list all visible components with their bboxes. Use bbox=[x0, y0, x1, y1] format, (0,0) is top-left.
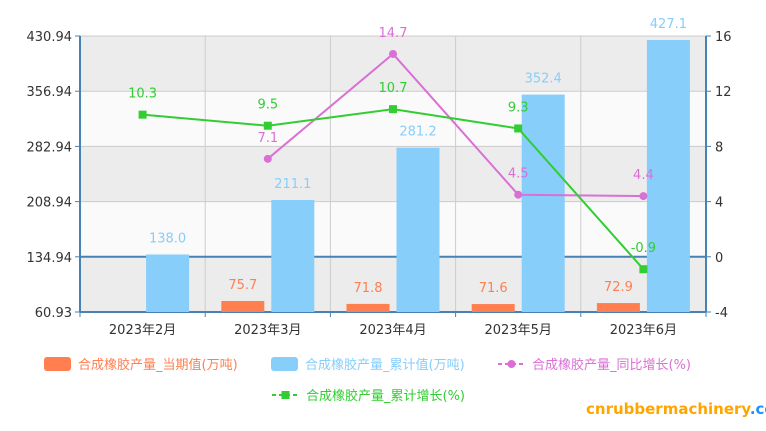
legend-item[interactable]: 合成橡胶产量_累计增长(%) bbox=[272, 388, 465, 404]
line-point bbox=[389, 105, 397, 114]
legend-label: 合成橡胶产量_同比增长(%) bbox=[532, 357, 691, 373]
line-data-label: 14.7 bbox=[379, 26, 408, 41]
left-tick-label: 134.94 bbox=[27, 251, 73, 266]
bar bbox=[396, 147, 440, 312]
right-tick-label: 16 bbox=[715, 30, 732, 45]
line-point bbox=[639, 265, 648, 274]
line-data-label: 10.3 bbox=[128, 87, 157, 102]
left-tick-label: 356.94 bbox=[27, 85, 73, 100]
left-tick-label: 282.94 bbox=[27, 140, 73, 155]
x-axis-ticks: 2023年2月 2023年3月 2023年4月 2023年5月 2023年6月 bbox=[109, 323, 677, 338]
right-tick-label: -4 bbox=[715, 306, 728, 321]
bar-series bbox=[146, 40, 690, 312]
line-point bbox=[639, 192, 648, 201]
legend-swatch bbox=[44, 357, 71, 371]
legend[interactable]: 合成橡胶产量_当期值(万吨) 合成橡胶产量_累计值(万吨) 合成橡胶产量_同比增长(… bbox=[44, 357, 691, 404]
bar bbox=[271, 199, 315, 312]
plot-band bbox=[80, 91, 706, 147]
legend-label: 合成橡胶产量_累计增长(%) bbox=[306, 388, 465, 404]
bar bbox=[646, 40, 690, 312]
legend-label: 合成橡胶产量_当期值(万吨) bbox=[78, 357, 238, 373]
right-tick-label: 12 bbox=[715, 85, 732, 100]
bar-data-label: 71.8 bbox=[354, 281, 383, 296]
x-tick-label: 2023年2月 bbox=[109, 323, 176, 338]
plot-band bbox=[80, 36, 706, 92]
line-data-label: -0.9 bbox=[631, 241, 656, 256]
watermark-logo: cnrubbermachinery.com bbox=[586, 400, 766, 418]
plot-band bbox=[80, 201, 706, 257]
bar-data-label: 75.7 bbox=[228, 278, 257, 293]
legend-swatch bbox=[271, 357, 298, 371]
line-data-label: 4.4 bbox=[633, 168, 654, 183]
line-point bbox=[263, 121, 272, 130]
legend-item[interactable]: 合成橡胶产量_累计值(万吨) bbox=[271, 357, 465, 373]
plot-band bbox=[80, 146, 706, 202]
left-tick-label: 430.94 bbox=[27, 30, 73, 45]
x-tick-label: 2023年6月 bbox=[610, 323, 677, 338]
line-point bbox=[514, 124, 523, 133]
bar-data-label: 72.9 bbox=[604, 280, 633, 295]
legend-swatch-marker bbox=[281, 391, 290, 399]
legend-item[interactable]: 合成橡胶产量_同比增长(%) bbox=[498, 357, 691, 373]
left-tick-label: 60.93 bbox=[35, 306, 72, 321]
bar bbox=[596, 303, 640, 312]
watermark-suffix: .com bbox=[750, 400, 766, 418]
right-axis-ticks: 16 12 8 4 0 -4 bbox=[715, 30, 732, 321]
x-tick-label: 2023年4月 bbox=[359, 323, 426, 338]
line-data-label: 10.7 bbox=[379, 81, 408, 96]
legend-swatch-marker bbox=[507, 360, 516, 368]
line-point bbox=[138, 110, 147, 119]
legend-item[interactable]: 合成橡胶产量_当期值(万吨) bbox=[44, 357, 238, 373]
bar bbox=[346, 303, 390, 312]
bar bbox=[521, 94, 565, 312]
line-point bbox=[514, 190, 523, 199]
line-data-label: 4.5 bbox=[508, 167, 529, 182]
legend-label: 合成橡胶产量_累计值(万吨) bbox=[305, 357, 465, 373]
bar-data-label: 211.1 bbox=[274, 177, 311, 192]
left-tick-label: 208.94 bbox=[27, 196, 73, 211]
bar-data-label: 138.0 bbox=[149, 232, 186, 247]
bar-data-label: 352.4 bbox=[525, 72, 562, 87]
bar bbox=[146, 254, 190, 312]
bar-data-label: 71.6 bbox=[479, 281, 508, 296]
line-data-label: 9.5 bbox=[257, 98, 278, 113]
line-data-label: 9.3 bbox=[508, 100, 529, 115]
right-tick-label: 8 bbox=[715, 140, 723, 155]
series-line bbox=[267, 52, 644, 198]
x-tick-label: 2023年3月 bbox=[234, 323, 301, 338]
watermark-main: cnrubbermachinery bbox=[586, 400, 751, 418]
line-point bbox=[389, 49, 397, 58]
line-point bbox=[263, 154, 272, 163]
right-tick-label: 0 bbox=[715, 251, 723, 266]
bar-data-label: 427.1 bbox=[650, 17, 687, 32]
bar-data-label: 281.2 bbox=[399, 125, 436, 140]
x-tick-label: 2023年5月 bbox=[485, 323, 552, 338]
left-axis-ticks: 430.94 356.94 282.94 208.94 134.94 60.93 bbox=[27, 30, 73, 321]
data-labels: 75.7 71.8 71.6 72.9 138.0 211.1 281.2 352.4 427.… bbox=[128, 17, 687, 296]
bar bbox=[471, 304, 515, 312]
line-series bbox=[138, 49, 648, 274]
bar bbox=[221, 300, 265, 312]
line-data-label: 7.1 bbox=[257, 131, 278, 146]
right-tick-label: 4 bbox=[715, 196, 723, 211]
